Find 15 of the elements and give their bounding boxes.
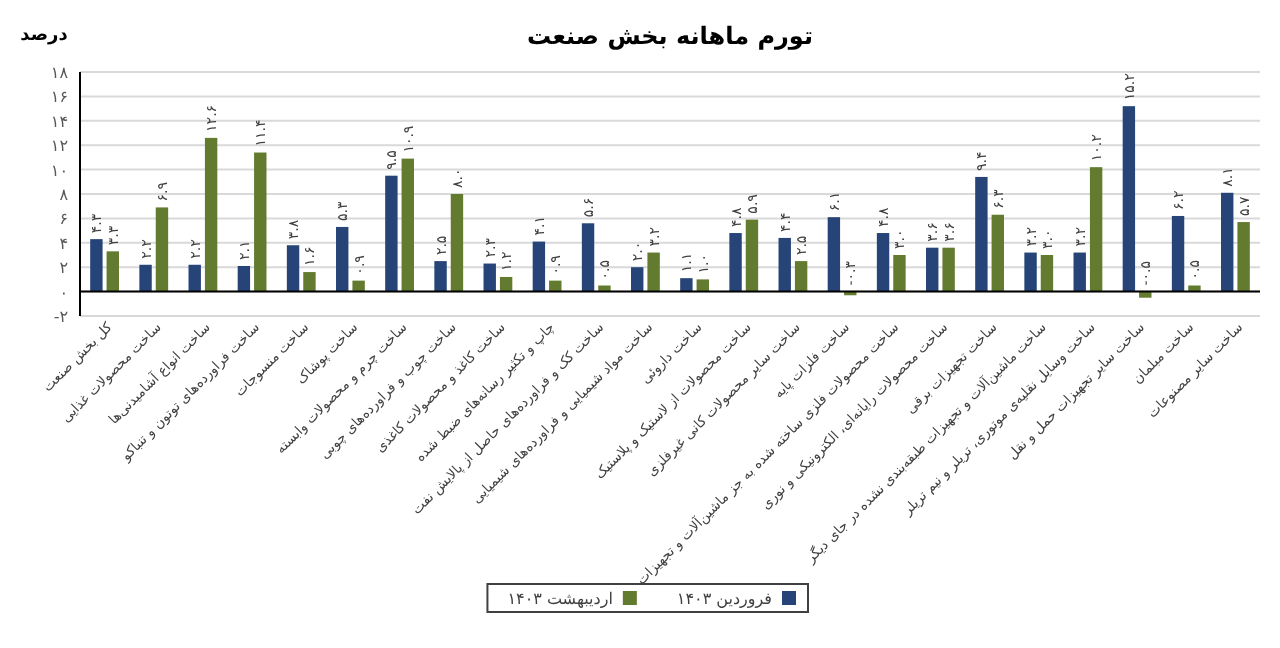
ytick: -۲ [53,308,68,326]
ytick: ۱۴ [50,112,68,131]
ytick: ۱۸ [50,64,68,82]
title: تورم ماهانه بخش صنعت [527,22,813,50]
ylabel: درصد [20,26,68,46]
legend-label: اردیبهشت ۱۴۰۳ [507,590,613,608]
ytick: ۲ [59,259,68,278]
ytick: ۱۰ [50,161,68,180]
ytick: ۸ [59,186,68,204]
legend-label: فروردین ۱۴۰۳ [676,590,773,608]
ytick: ۱۲ [50,137,68,156]
ytick: ۱۶ [50,88,68,107]
ytick: ۰ [59,283,68,302]
ytick: ۶ [59,210,68,229]
ytick: ۴ [59,234,68,253]
